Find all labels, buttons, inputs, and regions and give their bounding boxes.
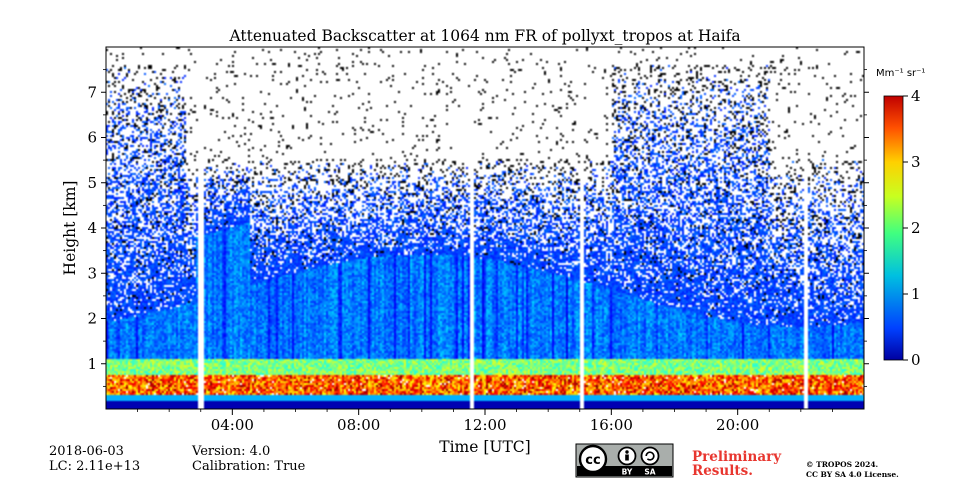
- sa-share-alike-icon: [640, 446, 660, 466]
- cc-badge-strip: [577, 466, 672, 476]
- y-tick-label: 3: [87, 264, 97, 282]
- colorbar-tick-label: 1: [911, 285, 921, 303]
- colorbar: 0 1 2 3 4 Mm⁻¹ sr⁻¹: [876, 68, 925, 369]
- y-axis: 1 2 3 4 5 6 7: [87, 69, 869, 387]
- x-axis: 04:00 08:00 12:00 16:00 20:00: [137, 409, 833, 434]
- sa-label: SA: [644, 468, 655, 477]
- y-axis-label: Height [km]: [61, 181, 79, 276]
- colorbar-tick-label: 0: [911, 351, 921, 369]
- y-tick-label: 4: [87, 219, 97, 237]
- copyright-line1: © TROPOS 2024.: [806, 460, 878, 469]
- cc-icon-text: cc: [585, 453, 600, 468]
- calibration-text: Calibration: True: [192, 459, 306, 474]
- colorbar-tick-label: 2: [911, 219, 921, 237]
- date-text: 2018-06-03: [49, 444, 124, 459]
- lc-text: LC: 2.11e+13: [49, 459, 140, 474]
- colorbar-tick-label: 3: [911, 153, 921, 171]
- y-tick-label: 1: [87, 355, 97, 373]
- colorbar-tick-label: 4: [911, 87, 921, 105]
- colorbar-ticks: 0 1 2 3 4: [903, 87, 921, 369]
- x-axis-label: Time [UTC]: [439, 438, 530, 456]
- colorbar-unit-label: Mm⁻¹ sr⁻¹: [876, 68, 925, 79]
- preliminary-results-line1: Preliminary: [692, 449, 782, 465]
- cc-icon: [578, 444, 608, 474]
- chart-title: Attenuated Backscatter at 1064 nm FR of …: [228, 27, 740, 45]
- by-person-head: [625, 450, 629, 454]
- y-tick-label: 5: [87, 174, 97, 192]
- colorbar-gradient: [884, 96, 903, 360]
- x-tick-label: 04:00: [211, 416, 254, 434]
- heatmap-image: [106, 47, 864, 409]
- y-tick-label: 6: [87, 129, 97, 147]
- cc-by-sa-badge: cc BY SA: [575, 443, 674, 478]
- version-text: Version: 4.0: [191, 444, 270, 459]
- copyright-line2: CC BY SA 4.0 License.: [806, 470, 899, 479]
- x-tick-label: 20:00: [716, 416, 759, 434]
- sa-arrow-icon: [645, 451, 655, 461]
- plot-area: 1 2 3 4 5 6 7 04:00 08:00 12:00 16:00 20:00: [87, 46, 869, 434]
- x-tick-label: 12:00: [463, 416, 506, 434]
- by-label: BY: [622, 468, 633, 477]
- x-tick-label: 16:00: [590, 416, 633, 434]
- preliminary-results-line2: Results.: [692, 463, 753, 479]
- by-person-body: [625, 454, 629, 461]
- y-tick-label: 7: [87, 83, 97, 101]
- y-tick-label: 2: [87, 310, 97, 328]
- x-tick-label: 08:00: [337, 416, 380, 434]
